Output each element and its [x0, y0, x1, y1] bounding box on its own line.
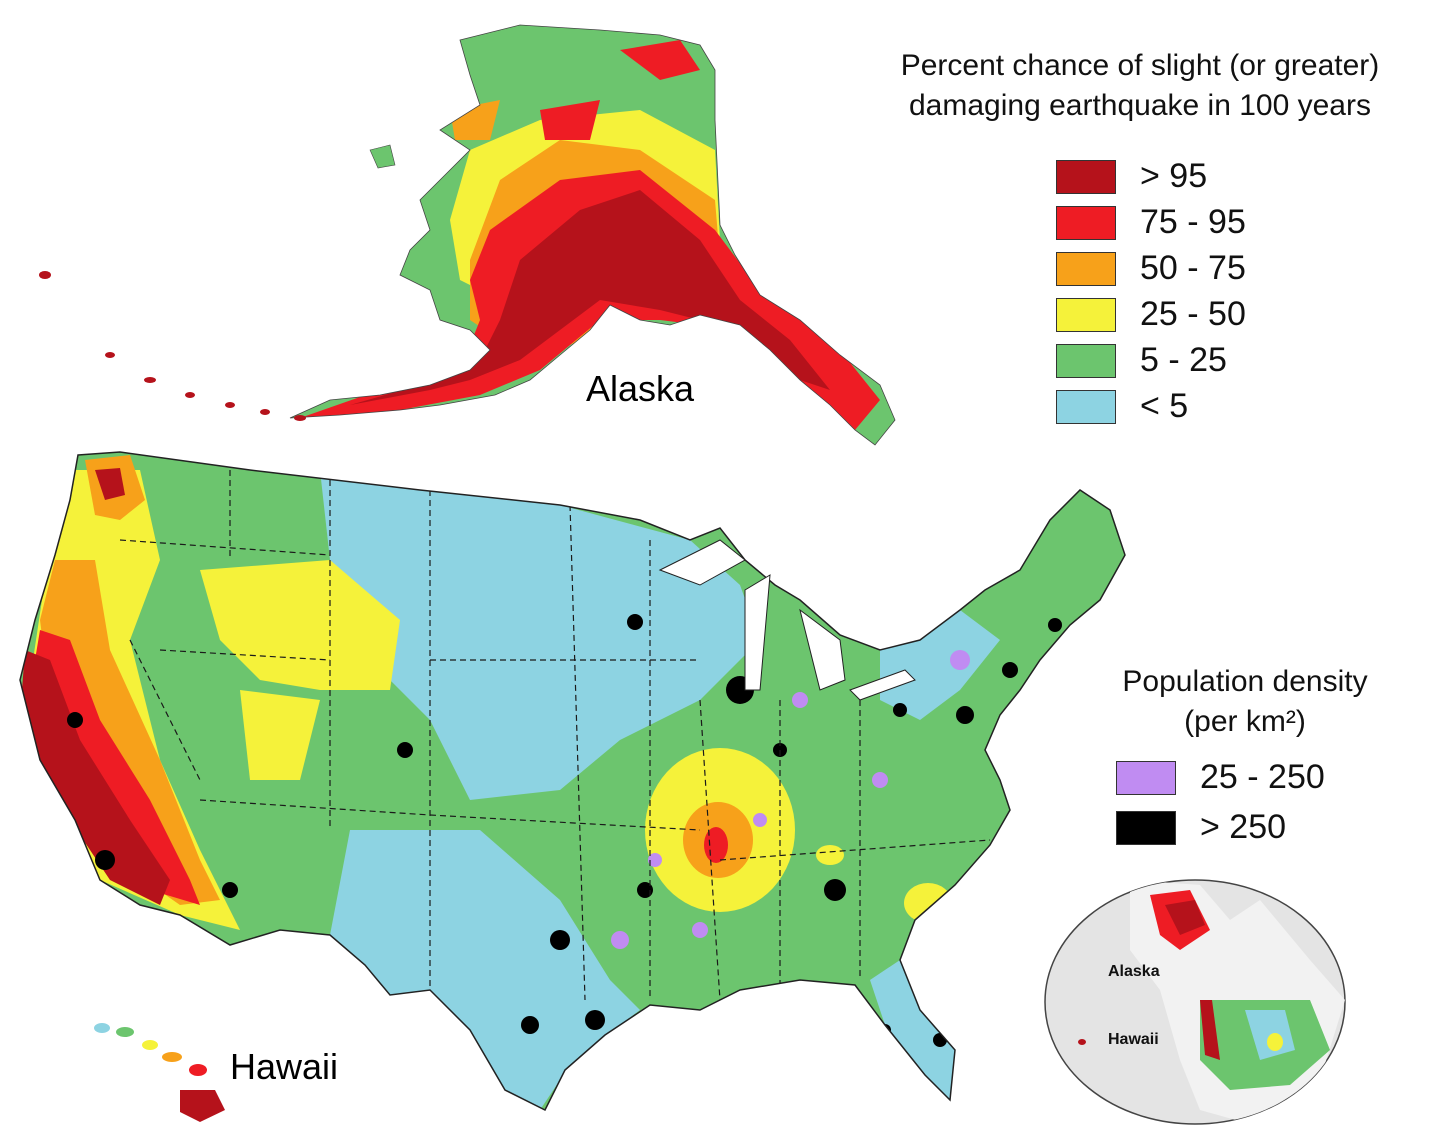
hazard-zone-25-50-intermountain — [200, 560, 400, 690]
conus-outline — [19, 451, 1126, 1112]
alaska-label: Alaska — [586, 368, 695, 409]
hazard-zone-75-95-new-madrid — [704, 827, 728, 863]
hazard-zone-lt5-florida — [870, 960, 955, 1100]
alaska-map — [39, 24, 896, 446]
hazard-legend-swatch — [1056, 389, 1116, 424]
hazard-zone-75-95-west — [30, 630, 200, 905]
hazard-zone-50-75-west — [40, 560, 220, 905]
hazard-zone-gt95-california — [22, 650, 170, 905]
hazard-legend-title-line2: damaging earthquake in 100 years — [909, 89, 1371, 122]
hazard-zone-25-50-tennessee — [816, 845, 844, 865]
conus-map — [19, 451, 1126, 1112]
hazard-legend-label: 25 - 50 — [1140, 295, 1246, 333]
population-legend-swatch — [1116, 760, 1176, 795]
hazard-zone-25-50-utah — [240, 690, 320, 780]
hazard-legend-item: > 95 — [1056, 157, 1207, 196]
hazard-zone-25-50-charleston — [904, 883, 952, 923]
population-legend-item: > 250 — [1116, 808, 1286, 847]
lake-superior — [658, 539, 746, 586]
hazard-legend-label: < 5 — [1140, 387, 1189, 425]
hazard-legend-title: Percent chance of slight (or greater) da… — [840, 46, 1440, 126]
lake-erie — [849, 669, 916, 701]
hazard-legend-label: 5 - 25 — [1140, 341, 1227, 379]
hazard-legend-label: 75 - 95 — [1140, 203, 1246, 241]
hazard-legend-item: < 5 — [1056, 387, 1188, 426]
hazard-legend-swatch — [1056, 343, 1116, 378]
hazard-legend-swatch — [1056, 251, 1116, 286]
population-legend-swatch — [1116, 810, 1176, 845]
population-legend-item: 25 - 250 — [1116, 758, 1325, 797]
hazard-legend-title-line1: Percent chance of slight (or greater) — [900, 49, 1380, 82]
hazard-legend-label: > 95 — [1140, 157, 1208, 195]
population-legend-label: 25 - 250 — [1200, 758, 1325, 796]
hazard-legend-item: 75 - 95 — [1056, 203, 1246, 242]
hazard-zone-lt5-texas — [330, 830, 640, 1110]
state-boundaries — [119, 470, 991, 1001]
population-legend-title-line2: (per km²) — [1184, 705, 1306, 738]
hazard-legend-item: 25 - 50 — [1056, 295, 1246, 334]
population-legend-label: > 250 — [1200, 808, 1287, 846]
aleutian-islands — [39, 271, 306, 421]
st-lawrence-island — [369, 144, 396, 169]
lake-michigan — [744, 574, 771, 691]
hazard-legend-swatch — [1056, 297, 1116, 332]
inset-globe — [1044, 879, 1346, 1125]
population-legend-title-line1: Population density — [1122, 665, 1368, 698]
hazard-legend-swatch — [1056, 205, 1116, 240]
hawaii-map — [94, 1023, 225, 1122]
hawaii-label: Hawaii — [230, 1046, 339, 1087]
population-legend-title: Population density (per km²) — [1085, 662, 1405, 742]
hazard-legend-label: 50 - 75 — [1140, 249, 1246, 287]
hazard-zone-gt95-puget — [95, 468, 125, 500]
hazard-legend-swatch — [1056, 159, 1116, 194]
lake-huron — [799, 608, 846, 691]
hazard-legend-item: 50 - 75 — [1056, 249, 1246, 288]
hazard-legend-item: 5 - 25 — [1056, 341, 1227, 380]
